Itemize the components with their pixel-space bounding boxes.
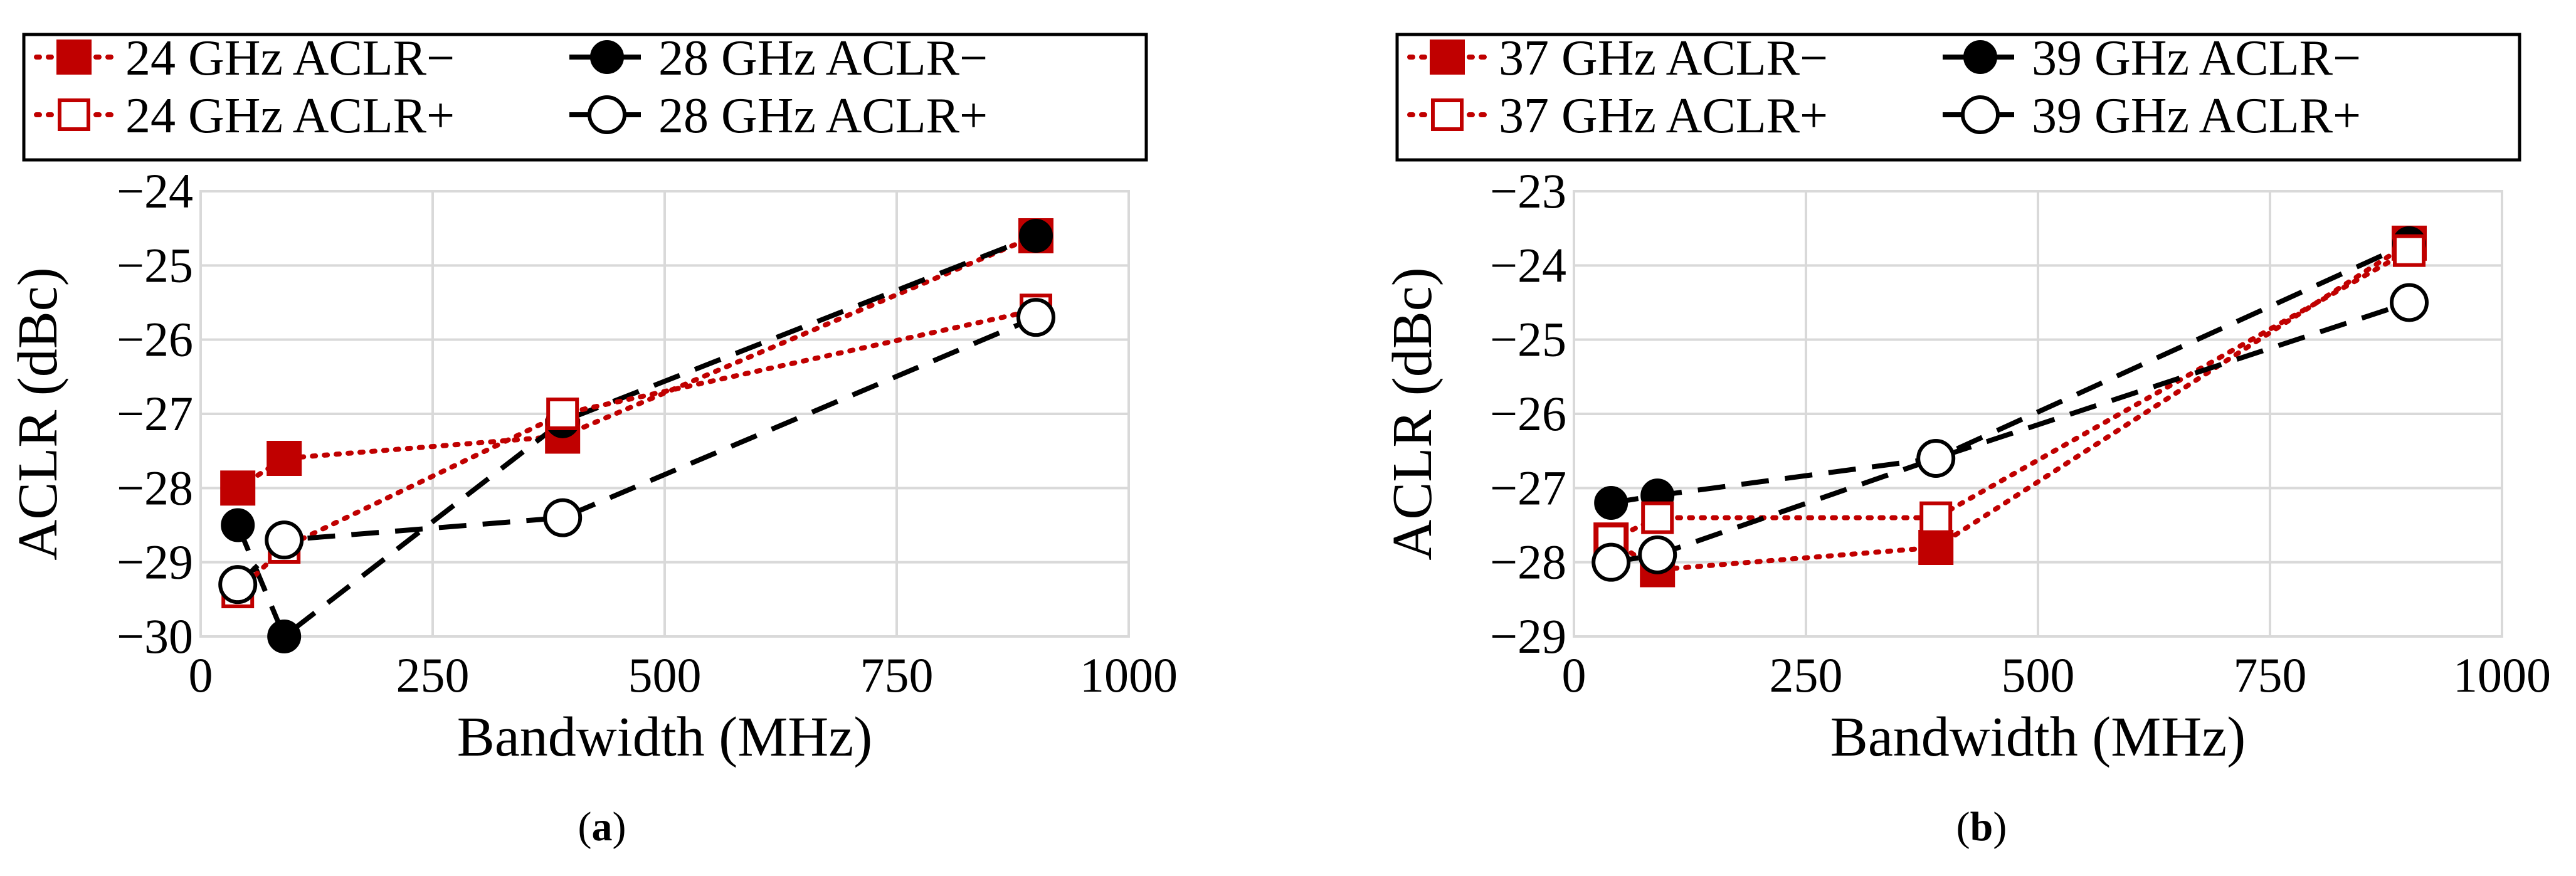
series-line-4 <box>1610 300 2410 565</box>
legend-label-4: 39 GHz ACLR+ <box>2032 88 2361 144</box>
y-axis-label: ACLR (dBc) <box>1381 267 1444 560</box>
legend-label-3: 37 GHz ACLR+ <box>1499 88 1828 144</box>
y-tick-label: −26 <box>117 312 193 367</box>
data-point-series-1 <box>267 441 302 476</box>
y-tick-label: −24 <box>117 164 193 218</box>
x-tick-label: 750 <box>860 648 934 702</box>
series-line-4 <box>236 315 1037 587</box>
panel-caption: (b) <box>1956 804 2007 850</box>
series-line-3 <box>235 307 1038 594</box>
y-tick-label: −29 <box>117 535 193 589</box>
x-tick-label: 500 <box>2002 648 2075 702</box>
x-tick-label: 250 <box>1770 648 1843 702</box>
legend-label-2: 39 GHz ACLR− <box>2032 31 2361 86</box>
data-point-series-1 <box>220 470 256 506</box>
legend-label-4: 28 GHz ACLR+ <box>658 88 988 144</box>
data-point-series-3 <box>2393 234 2426 267</box>
legend-label-1: 37 GHz ACLR− <box>1499 31 1828 86</box>
x-axis-label: Bandwidth (MHz) <box>457 706 872 768</box>
data-point-series-3 <box>1919 501 1953 534</box>
chart-panel-b: 0 250 500 750 1000 −29 −28 −27 −26 −25 −24 −23 Bandw… <box>1381 31 2551 850</box>
series-line-2 <box>235 233 1037 641</box>
caption-letter: a <box>592 804 613 850</box>
data-point-series-4 <box>1592 542 1631 582</box>
caption-letter: b <box>1970 804 1993 850</box>
series-line-2 <box>1610 241 2410 505</box>
y-tick-label: −23 <box>1490 164 1566 218</box>
data-point-series-4 <box>1916 439 1956 478</box>
data-point-series-4 <box>1016 298 1055 337</box>
data-point-series-3 <box>1641 501 1674 534</box>
y-tick-label: −27 <box>117 386 193 441</box>
y-axis-label: ACLR (dBc) <box>7 267 69 560</box>
x-tick-label: 1000 <box>1080 648 1178 702</box>
caption-close-paren: ) <box>613 804 626 850</box>
data-point-series-4 <box>265 520 304 560</box>
legend-marker-4 <box>1961 95 2000 134</box>
series-line-3 <box>1608 248 2412 543</box>
y-tick-label: −30 <box>117 609 193 663</box>
y-tick-label: −28 <box>117 460 193 515</box>
data-point-series-3 <box>546 398 579 430</box>
caption-open-paren: ( <box>578 804 592 850</box>
legend-marker-1 <box>56 40 92 75</box>
legend-label-2: 28 GHz ACLR− <box>658 31 988 86</box>
y-tick-label: −25 <box>117 238 193 292</box>
data-point-series-2 <box>221 508 255 542</box>
caption-close-paren: ) <box>1993 804 2007 850</box>
data-point-series-2 <box>1594 486 1628 520</box>
plot-frame <box>199 190 1130 638</box>
x-tick-label: 0 <box>189 648 213 702</box>
legend-marker-2 <box>590 40 624 74</box>
legend-marker-1 <box>1430 40 1465 75</box>
y-tick-label: −24 <box>1490 238 1566 292</box>
data-point-series-4 <box>1638 535 1677 574</box>
chart-panel-a: 0 250 500 750 1000 −30 −29 −28 −27 −26 −25 −24 Bandw… <box>7 31 1178 850</box>
legend: 37 GHz ACLR− 39 GHz ACLR− 37 GHz ACLR+ 39 G… <box>1395 31 2521 162</box>
series-line-1 <box>1608 240 2412 573</box>
x-tick-label: 0 <box>1562 648 1586 702</box>
legend-box <box>1395 33 2521 162</box>
data-point-series-4 <box>2390 283 2429 322</box>
data-point-series-1 <box>1918 530 1954 565</box>
x-tick-label: 750 <box>2234 648 2307 702</box>
legend: 24 GHz ACLR− 28 GHz ACLR− 24 GHz ACLR+ 28 G… <box>22 31 1148 162</box>
caption-open-paren: ( <box>1956 804 1970 850</box>
y-tick-label: −29 <box>1490 609 1566 663</box>
panel-caption: (a) <box>578 804 626 850</box>
x-tick-label: 1000 <box>2453 648 2551 702</box>
x-tick-label: 500 <box>628 648 702 702</box>
plot-frame <box>1573 190 2503 638</box>
grid <box>1573 190 2503 638</box>
series-line-1 <box>235 233 1038 491</box>
legend-label-3: 24 GHz ACLR+ <box>125 88 455 144</box>
x-tick-label: 250 <box>396 648 470 702</box>
data-point-series-2 <box>267 620 302 653</box>
y-tick-label: −28 <box>1490 535 1566 589</box>
y-tick-label: −26 <box>1490 386 1566 441</box>
y-tick-label: −27 <box>1490 460 1566 515</box>
legend-label-1: 24 GHz ACLR− <box>125 31 455 86</box>
legend-marker-3 <box>1431 98 1464 131</box>
legend-marker-2 <box>1963 40 1997 74</box>
grid <box>199 190 1130 638</box>
data-point-series-2 <box>1019 219 1053 253</box>
data-point-series-4 <box>543 498 583 537</box>
legend-marker-4 <box>588 95 626 134</box>
x-axis-label: Bandwidth (MHz) <box>1830 706 2246 768</box>
y-tick-label: −25 <box>1490 312 1566 367</box>
data-point-series-4 <box>218 565 258 604</box>
legend-marker-3 <box>58 98 90 131</box>
